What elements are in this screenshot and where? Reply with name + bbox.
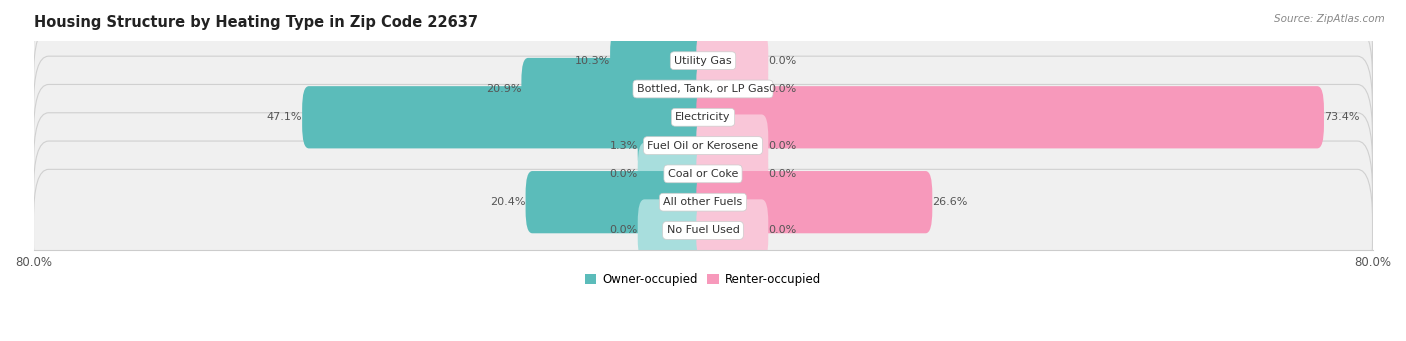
Text: 0.0%: 0.0% — [609, 225, 638, 236]
Text: Bottled, Tank, or LP Gas: Bottled, Tank, or LP Gas — [637, 84, 769, 94]
Text: 20.9%: 20.9% — [486, 84, 522, 94]
Text: 73.4%: 73.4% — [1324, 112, 1360, 122]
FancyBboxPatch shape — [34, 141, 1372, 263]
FancyBboxPatch shape — [526, 171, 710, 233]
FancyBboxPatch shape — [696, 171, 932, 233]
FancyBboxPatch shape — [696, 58, 768, 120]
Text: Coal or Coke: Coal or Coke — [668, 169, 738, 179]
Text: 0.0%: 0.0% — [609, 169, 638, 179]
FancyBboxPatch shape — [696, 86, 1324, 148]
Text: 0.0%: 0.0% — [768, 225, 797, 236]
Text: Electricity: Electricity — [675, 112, 731, 122]
FancyBboxPatch shape — [696, 115, 768, 177]
FancyBboxPatch shape — [638, 199, 710, 262]
FancyBboxPatch shape — [696, 143, 768, 205]
FancyBboxPatch shape — [34, 28, 1372, 150]
Text: 0.0%: 0.0% — [768, 56, 797, 66]
FancyBboxPatch shape — [34, 85, 1372, 207]
FancyBboxPatch shape — [696, 199, 768, 262]
Text: 47.1%: 47.1% — [267, 112, 302, 122]
FancyBboxPatch shape — [34, 169, 1372, 292]
Text: Housing Structure by Heating Type in Zip Code 22637: Housing Structure by Heating Type in Zip… — [34, 15, 478, 30]
Text: All other Fuels: All other Fuels — [664, 197, 742, 207]
FancyBboxPatch shape — [638, 143, 710, 205]
FancyBboxPatch shape — [34, 56, 1372, 178]
Text: 0.0%: 0.0% — [768, 140, 797, 151]
Text: Fuel Oil or Kerosene: Fuel Oil or Kerosene — [647, 140, 759, 151]
Text: 0.0%: 0.0% — [768, 84, 797, 94]
Text: 1.3%: 1.3% — [609, 140, 638, 151]
Text: Utility Gas: Utility Gas — [675, 56, 731, 66]
Text: 10.3%: 10.3% — [575, 56, 610, 66]
FancyBboxPatch shape — [610, 30, 710, 92]
FancyBboxPatch shape — [522, 58, 710, 120]
Legend: Owner-occupied, Renter-occupied: Owner-occupied, Renter-occupied — [579, 268, 827, 291]
FancyBboxPatch shape — [696, 30, 768, 92]
FancyBboxPatch shape — [302, 86, 710, 148]
Text: 20.4%: 20.4% — [491, 197, 526, 207]
Text: No Fuel Used: No Fuel Used — [666, 225, 740, 236]
FancyBboxPatch shape — [34, 113, 1372, 235]
Text: 26.6%: 26.6% — [932, 197, 967, 207]
FancyBboxPatch shape — [34, 0, 1372, 122]
Text: Source: ZipAtlas.com: Source: ZipAtlas.com — [1274, 14, 1385, 24]
FancyBboxPatch shape — [638, 115, 710, 177]
Text: 0.0%: 0.0% — [768, 169, 797, 179]
